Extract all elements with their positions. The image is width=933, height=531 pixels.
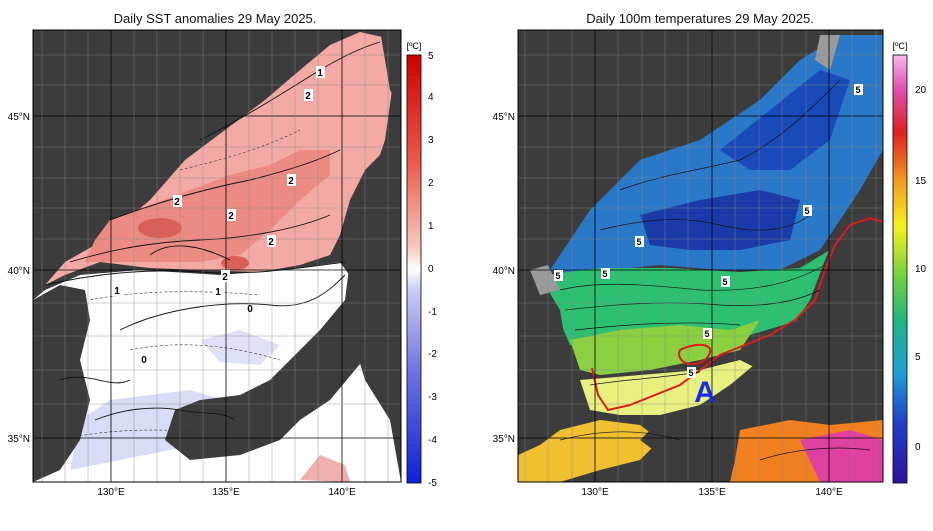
contour-label-group: 1 2 2 2 2 2 2 1 1 0 0 0 bbox=[40, 66, 325, 498]
coldest-water bbox=[640, 190, 800, 250]
left-map-frame bbox=[32, 29, 402, 483]
colorbar-tick: 1 bbox=[428, 221, 434, 232]
sakhalin bbox=[380, 30, 401, 110]
lon-label: 130°E bbox=[581, 487, 609, 498]
left-map-area: 1 2 2 2 2 2 2 1 1 0 0 0 bbox=[33, 30, 401, 498]
contour-label: 5 bbox=[688, 368, 693, 378]
lat-label: 40°N bbox=[493, 266, 515, 277]
lat-label: 45°N bbox=[8, 112, 30, 123]
contour-label: 1 bbox=[114, 286, 120, 297]
right-axis-labels: 45°N 40°N 35°N 130°E 135°E 140°E bbox=[493, 112, 843, 498]
contour-label: 5 bbox=[555, 271, 560, 281]
grid-lines bbox=[33, 30, 401, 482]
contour-label-group: 5 5 5 5 5 5 5 5 bbox=[554, 84, 863, 378]
dashed-contours bbox=[59, 129, 301, 441]
positive-anomaly-sea bbox=[300, 455, 350, 482]
contour-label: 5 bbox=[722, 277, 727, 287]
left-axis-labels: 45°N 40°N 35°N 130°E 135°E 140°E bbox=[8, 112, 356, 498]
colorbar-tick: 5 bbox=[428, 51, 434, 62]
grid-lines bbox=[518, 30, 883, 482]
hotspot bbox=[138, 218, 182, 238]
front-line bbox=[591, 216, 883, 412]
right-colorbar: [ºC] 20 15 10 5 0 bbox=[892, 41, 927, 484]
coldest-water bbox=[720, 70, 850, 170]
lon-label: 135°E bbox=[212, 487, 240, 498]
colorbar-scale bbox=[892, 54, 908, 484]
colorbar-tick: 0 bbox=[428, 264, 434, 275]
contour-label: 2 bbox=[174, 197, 180, 208]
contour-label: 2 bbox=[305, 91, 311, 102]
contour-label: 5 bbox=[704, 329, 709, 339]
right-map-panel: Daily 100m temperatures 29 May 2025. bbox=[493, 11, 927, 498]
colorbar-tick: -2 bbox=[428, 349, 437, 360]
lon-label: 140°E bbox=[815, 487, 843, 498]
minor-grid-lines bbox=[33, 30, 401, 482]
colorbar-unit: [ºC] bbox=[407, 41, 422, 51]
lon-label: 135°E bbox=[698, 487, 726, 498]
hot-water bbox=[800, 430, 883, 482]
colorbar-tick: 0 bbox=[915, 442, 921, 453]
colorbar-scale bbox=[406, 54, 422, 484]
colorbar-tick: 15 bbox=[915, 176, 927, 187]
contour-label: 2 bbox=[228, 211, 234, 222]
contour-label: 2 bbox=[222, 272, 228, 283]
colorbar-tick: 5 bbox=[915, 352, 921, 363]
colorbar-tick: -5 bbox=[428, 478, 437, 489]
left-map-panel: Daily SST anomalies 29 May 2025. bbox=[8, 11, 438, 498]
lat-label: 40°N bbox=[8, 266, 30, 277]
lon-label: 140°E bbox=[328, 487, 356, 498]
mid-temperature-water bbox=[545, 250, 835, 355]
lat-label: 45°N bbox=[493, 112, 515, 123]
colorbar-tick: 3 bbox=[428, 135, 434, 146]
contour-label: 5 bbox=[636, 237, 641, 247]
right-map-area: 5 5 5 5 5 5 5 5 A bbox=[518, 30, 883, 482]
contour-label: 1 bbox=[317, 68, 323, 79]
marker-a: A bbox=[694, 376, 716, 409]
colorbar-tick: 10 bbox=[915, 264, 927, 275]
contour-label: 5 bbox=[602, 269, 607, 279]
contour-label: 1 bbox=[215, 287, 221, 298]
hokkaido bbox=[350, 150, 401, 205]
lat-label: 35°N bbox=[493, 434, 515, 445]
korean-peninsula bbox=[33, 285, 90, 482]
shelf bbox=[815, 35, 840, 70]
contour-label: 5 bbox=[855, 85, 860, 95]
negative-anomaly-sea bbox=[200, 330, 280, 365]
contour-label: 2 bbox=[288, 176, 294, 187]
minor-grid-lines bbox=[518, 30, 883, 482]
front-loop bbox=[678, 343, 712, 366]
contour-label: 0 bbox=[247, 304, 253, 315]
contour-label: 0 bbox=[40, 487, 46, 498]
colorbar-tick: 2 bbox=[428, 178, 434, 189]
contour-label: 2 bbox=[268, 237, 274, 248]
colorbar-tick: -1 bbox=[428, 307, 437, 318]
warm-water bbox=[518, 420, 660, 482]
lon-label: 130°E bbox=[97, 487, 125, 498]
left-panel-title: Daily SST anomalies 29 May 2025. bbox=[114, 11, 317, 26]
left-colorbar: [ºC] 5 4 3 2 1 0 -1 -2 -3 -4 -5 bbox=[406, 41, 437, 489]
colorbar-unit: [ºC] bbox=[893, 41, 908, 51]
lat-label: 35°N bbox=[8, 434, 30, 445]
colorbar-tick: -3 bbox=[428, 392, 437, 403]
colorbar-tick: 4 bbox=[428, 92, 434, 103]
honshu bbox=[640, 150, 883, 455]
colorbar-tick: 20 bbox=[915, 85, 927, 96]
right-panel-title: Daily 100m temperatures 29 May 2025. bbox=[586, 11, 814, 26]
right-map-frame bbox=[517, 29, 884, 483]
contour-label: 5 bbox=[804, 206, 809, 216]
contour-lines bbox=[44, 41, 381, 421]
shelf bbox=[530, 265, 560, 295]
colorbar-tick: -4 bbox=[428, 435, 437, 446]
contour-label: 0 bbox=[141, 355, 147, 366]
